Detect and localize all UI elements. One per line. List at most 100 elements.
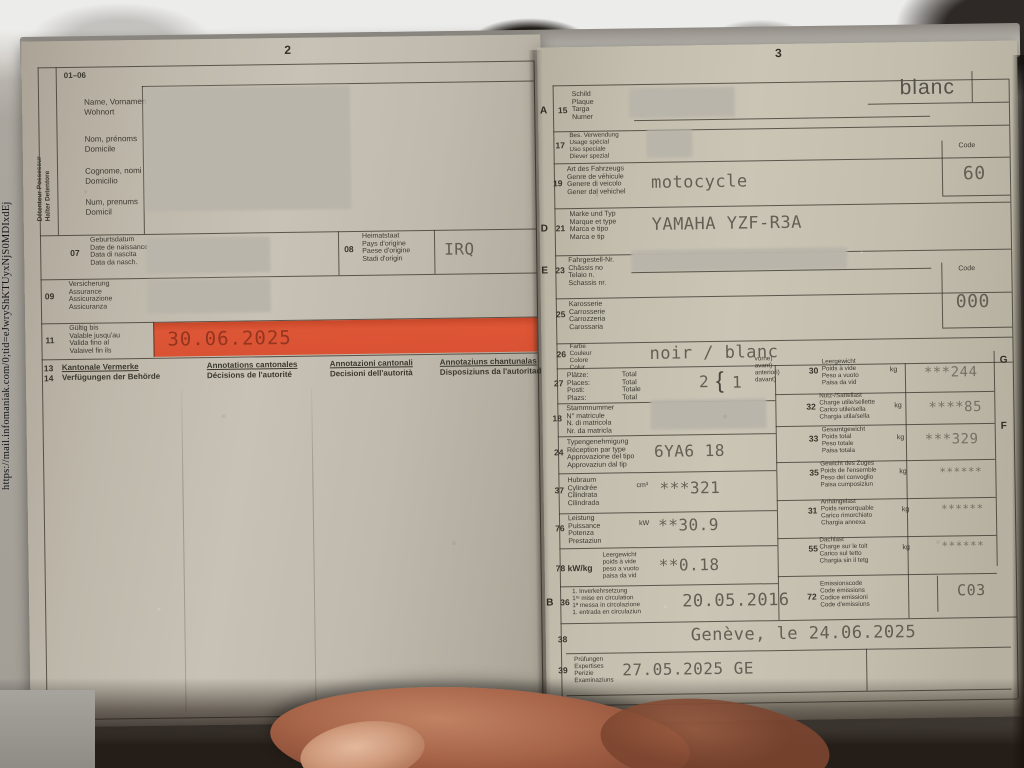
- field-33-unit: kg: [896, 434, 905, 442]
- field-30-value: ***244: [923, 364, 978, 381]
- row25-bottom: [556, 336, 1013, 345]
- redaction-name-address: [143, 85, 352, 212]
- field-23-labels: Fahrgestell-Nr. Châssis no Telaio n. Schass…: [568, 256, 615, 287]
- field-33-labels: Gesamtgewicht Poids total Peso totale Paisa…: [821, 425, 866, 455]
- field-37-labels: Hubraum Cylindrée Cilindrata Cilindrada: [567, 476, 600, 507]
- field-17-number: 17: [555, 140, 566, 151]
- page-number-right: 3: [775, 45, 782, 61]
- side-letter-F: F: [1000, 420, 1007, 432]
- page-number-left: 2: [284, 42, 292, 57]
- emission-cell-divider: [936, 575, 939, 612]
- cantonal-remarks-col-de: Kantonale Vermerke Verfügungen der Behör…: [62, 362, 160, 382]
- field-07-number: 07: [70, 247, 80, 258]
- field-55-unit: kg: [902, 544, 910, 552]
- field-32-unit: kg: [894, 402, 902, 410]
- code-cell-left-1: [941, 140, 944, 196]
- field-32-value: ****85: [928, 399, 983, 416]
- field-36-labels: 1. Inverkehrsetzung 1ʳᵉ mise en circulati…: [572, 587, 642, 616]
- field-76-unit: kW: [639, 519, 650, 528]
- field-24-value: 6YA6 18: [653, 440, 726, 461]
- field-76-labels: Leistung Puissance Potenza Prestaziun: [567, 514, 602, 545]
- field-55-number: 55: [808, 543, 819, 554]
- field-19-labels: Art des Fahrzeugs Genre de véhicule Genere…: [566, 165, 626, 196]
- field-15-number: 15: [557, 105, 568, 116]
- field-78-value: **0.18: [658, 554, 720, 575]
- cantonal-remarks-it-line1: Annotazioni cantonali: [329, 358, 413, 369]
- field-33-value: ***329: [924, 431, 979, 448]
- row19-bottom: [554, 201, 1011, 210]
- cantonal-remarks-fr-line2: Décisions de l'autorité: [206, 369, 293, 380]
- field-78-number: 78 kW/kg: [555, 562, 593, 574]
- field-21-value: YAMAHA YZF-R3A: [651, 212, 803, 235]
- field-35-labels: Gewicht des Zuges Poids de l'ensemble Peso…: [820, 459, 877, 489]
- row07-08-divider: [337, 231, 340, 276]
- fold-crease-2: [311, 387, 317, 710]
- cantonal-remarks-col-it: Annotazioni cantonali Decisioni dell'aut…: [330, 358, 413, 378]
- field-32-labels: Nutz-/Sattellast Charge utile/sellette Car…: [819, 391, 876, 421]
- section-divider: [39, 228, 536, 237]
- field-55-labels: Dachlast Charge sur le toit Carico sul tet…: [819, 536, 869, 565]
- field-30-labels: Leergewicht Poids à vide Peso a vuoto Paisa…: [821, 357, 859, 387]
- field-72-number: 72: [807, 591, 817, 602]
- code-cell-left-2: [941, 262, 944, 328]
- redaction-special-use: [646, 129, 693, 158]
- field-27-total-value: 2: [698, 372, 710, 392]
- field-35-value: ******: [939, 465, 983, 479]
- plate-cell-divider: [971, 71, 973, 103]
- mid-column-divider: [774, 365, 780, 621]
- redaction-chassis-number: [631, 247, 848, 273]
- field-23-number: 23: [555, 265, 565, 276]
- field-27-front-value: 1: [731, 372, 743, 392]
- validity-highlight-band: 30.06.2025: [153, 317, 538, 357]
- field-30-number: 30: [808, 365, 819, 376]
- redaction-birthdate: [145, 236, 271, 274]
- plate-cell-bottom: [867, 101, 1009, 105]
- field-name-labels-de: Name, Vornamen Wohnort: [84, 96, 147, 117]
- row55-bottom: [777, 572, 997, 578]
- field-39-number: 39: [558, 665, 568, 676]
- code-cell-bottom-2: [942, 326, 1013, 329]
- code-cell-bottom-1: [942, 194, 1011, 197]
- cantonal-remarks-col-rm: Annotaziuns chantunalas Disposiziuns da …: [440, 356, 542, 376]
- field-27-front-labels: vorne) avant) anteriori) davant): [754, 355, 780, 384]
- field-11-number: 11: [45, 335, 55, 346]
- field-13-number: 13: [43, 363, 54, 374]
- field-37-unit: cm³: [636, 481, 649, 490]
- field-25-labels: Karosserie Carrosserie Carrozzeria Carossar…: [568, 300, 606, 331]
- field-36-number: 36: [560, 597, 570, 608]
- field-31-value: ******: [940, 502, 984, 516]
- field-76-number: 76: [555, 523, 565, 534]
- row30-bottom: [775, 390, 995, 396]
- value-column-divider: [904, 363, 910, 619]
- field-24-labels: Typengenehmigung Réception par type Approv…: [566, 438, 635, 469]
- row24-bottom: [558, 470, 777, 475]
- field-name-labels-it: Cognome, nomi Domicilio: [84, 165, 142, 186]
- field-09-labels: Versicherung Assurance Assicurazione Assicu…: [68, 280, 113, 311]
- field-32-number: 32: [806, 401, 816, 412]
- holder-margin-labels: Détenteur Possessur Halter Detentore: [35, 156, 52, 222]
- field-17-labels: Bes. Verwendung Usage spécial Uso speciale…: [569, 131, 619, 160]
- cantonal-remarks-rm-line2: Disposiziuns da l'autoritad: [439, 365, 542, 377]
- field-19-code: 60: [962, 162, 986, 185]
- field-72-value: C03: [956, 581, 986, 600]
- row37-bottom: [558, 510, 777, 515]
- field-18-number: 18: [552, 413, 563, 424]
- row15-bottom: [553, 124, 1010, 133]
- field-72-labels: Emissionscode Code émissions Codice emissi…: [819, 579, 870, 609]
- field-24-number: 24: [553, 447, 564, 458]
- row08-value-divider: [433, 229, 436, 274]
- cantonal-remarks-de-line2: Verfügungen der Behörde: [61, 371, 161, 382]
- field-08-value: IRQ: [444, 239, 475, 259]
- field-33-number: 33: [808, 433, 819, 444]
- field-18-labels: Stammnummer N° matricule N. di matricola Nr…: [566, 404, 615, 435]
- field-25-code: 000: [955, 290, 990, 313]
- holder-strip-line: [55, 67, 59, 236]
- row33-bottom: [776, 458, 996, 464]
- field-39-value: 27.05.2025 GE: [622, 658, 755, 680]
- field-14-number: 14: [43, 373, 54, 384]
- field-21-number: 21: [555, 223, 566, 234]
- field-31-unit: kg: [901, 506, 910, 514]
- field-15-labels: Schild Plaque Targa Numer: [571, 90, 594, 121]
- field-21-labels: Marke und Typ Marque et type Marca e tipo M…: [569, 210, 617, 241]
